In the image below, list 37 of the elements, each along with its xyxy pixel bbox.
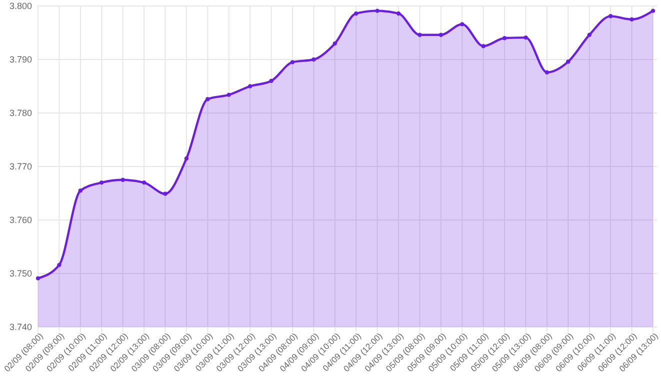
point	[163, 192, 168, 196]
point	[460, 22, 464, 26]
point	[290, 60, 295, 64]
point	[57, 262, 62, 268]
y-tick-label: 3.780	[9, 108, 32, 118]
point	[226, 92, 231, 97]
point	[312, 57, 316, 62]
y-tick-label: 3.800	[9, 0, 32, 11]
point	[544, 70, 550, 74]
point	[206, 96, 210, 102]
y-tick-label: 3.760	[9, 214, 32, 225]
point	[248, 84, 252, 88]
point	[524, 35, 528, 40]
point	[650, 8, 656, 13]
point	[481, 44, 486, 48]
point	[332, 41, 338, 46]
point	[120, 178, 125, 182]
y-tick-label: 3.770	[9, 161, 32, 172]
point	[375, 8, 380, 13]
point	[142, 180, 146, 185]
point	[418, 32, 422, 37]
y-tick-label: 3.790	[9, 54, 32, 64]
point	[630, 17, 634, 22]
point	[438, 32, 444, 37]
point	[608, 14, 613, 18]
point	[502, 36, 507, 40]
point	[184, 156, 189, 161]
point	[36, 276, 40, 280]
point	[587, 32, 592, 37]
point	[78, 188, 83, 193]
point	[566, 60, 570, 64]
point	[100, 180, 104, 185]
y-tick-label: 3.750	[9, 268, 32, 278]
y-tick-label: 3.740	[9, 322, 32, 332]
point	[396, 11, 401, 16]
point	[354, 11, 358, 16]
point	[269, 78, 274, 84]
